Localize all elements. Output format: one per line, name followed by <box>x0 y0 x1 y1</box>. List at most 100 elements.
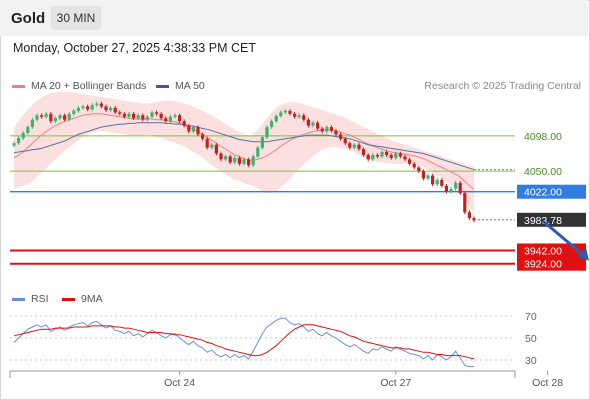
copyright-text: Research © 2025 Trading Central <box>424 80 581 92</box>
candle-body-93 <box>440 179 444 186</box>
candle-body-40 <box>196 127 200 135</box>
candle-body-37 <box>182 121 186 126</box>
candle-body-92 <box>435 179 439 185</box>
candle-body-26 <box>132 113 136 119</box>
datetime-label: Monday, October 27, 2025 4:38:33 PM CET <box>13 41 256 55</box>
candle-body-82 <box>389 154 393 158</box>
candle-body-14 <box>76 107 80 111</box>
candle-body-10 <box>58 115 62 119</box>
pivot-label-2: 4022.00 <box>524 187 562 199</box>
candle-body-90 <box>426 175 430 179</box>
legend-ma50-label: MA 50 <box>175 80 205 92</box>
candle-body-33 <box>164 118 168 122</box>
support-label-4: 3942.00 <box>524 245 562 257</box>
candle-body-66 <box>316 122 320 129</box>
candle-body-86 <box>408 159 412 164</box>
candle-body-98 <box>463 193 467 213</box>
candle-body-71 <box>339 134 343 139</box>
candle-body-88 <box>417 167 421 172</box>
candle-body-80 <box>380 152 384 157</box>
candle-body-15 <box>81 106 85 108</box>
candle-body-70 <box>334 130 338 135</box>
candle-body-17 <box>90 105 94 110</box>
x-tick-label-1: Oct 27 <box>380 377 411 389</box>
candle-body-44 <box>214 144 218 154</box>
candle-body-100 <box>472 218 476 221</box>
candle-body-74 <box>352 144 356 148</box>
candle-body-8 <box>49 113 53 122</box>
symbol-label: Gold <box>11 10 46 27</box>
timeframe-button[interactable]: 30 MIN <box>51 6 101 30</box>
legend-ma20-label: MA 20 + Bollinger Bands <box>31 80 147 92</box>
candle-body-27 <box>136 115 140 119</box>
forecast-arrow-shaft <box>542 219 584 256</box>
candle-body-6 <box>40 115 44 117</box>
candle-body-58 <box>279 112 283 117</box>
rsi-tick-label-70: 70 <box>525 311 537 323</box>
candle-body-24 <box>122 113 126 117</box>
candle-body-34 <box>168 116 172 122</box>
resistance-label-0: 4098.00 <box>524 131 562 143</box>
candle-body-54 <box>260 137 264 148</box>
candle-body-25 <box>127 113 131 117</box>
resistance-label-1: 4050.00 <box>524 166 562 178</box>
candle-body-16 <box>86 106 90 110</box>
candle-body-75 <box>357 144 361 150</box>
candle-body-19 <box>99 103 103 107</box>
candle-body-41 <box>201 134 205 139</box>
candle-body-43 <box>210 144 214 148</box>
candle-body-2 <box>21 132 25 139</box>
candle-body-21 <box>109 107 113 111</box>
legend-ma20: MA 20 + Bollinger Bands <box>12 80 146 92</box>
candle-body-46 <box>224 156 228 160</box>
candle-body-55 <box>265 127 269 138</box>
candle-body-85 <box>403 156 407 160</box>
candle-body-29 <box>145 116 149 120</box>
candle-body-64 <box>306 119 310 126</box>
ma50-swatch <box>156 84 169 88</box>
candle-body-99 <box>467 212 471 219</box>
candle-body-61 <box>293 113 297 117</box>
candle-body-47 <box>228 156 232 163</box>
candle-body-31 <box>155 112 159 114</box>
candle-body-4 <box>30 119 34 128</box>
candle-body-78 <box>371 154 375 160</box>
current-price-tag <box>517 212 586 227</box>
candle-body-94 <box>444 185 448 192</box>
candle-body-35 <box>173 115 177 117</box>
9ma-swatch <box>62 297 75 301</box>
candle-body-51 <box>247 159 251 166</box>
pivot-tag-2 <box>517 184 586 199</box>
current-price-label: 3983.78 <box>524 215 562 227</box>
candle-body-53 <box>256 147 260 157</box>
candle-body-48 <box>233 157 237 163</box>
rsi-line <box>13 317 474 368</box>
legend-9ma-label: 9MA <box>81 293 103 305</box>
legend-rsi-label: RSI <box>31 293 49 305</box>
candle-body-69 <box>329 127 333 131</box>
candle-body-65 <box>311 122 315 126</box>
candle-body-39 <box>191 127 195 132</box>
candle-body-96 <box>454 182 458 189</box>
support-tag-5 <box>517 256 586 271</box>
legend-ma50: MA 50 <box>156 80 205 92</box>
rsi-swatch <box>12 297 25 301</box>
candle-body-28 <box>141 115 145 120</box>
legend-9ma: 9MA <box>62 293 103 305</box>
rsi-tick-label-30: 30 <box>525 355 537 367</box>
support-label-5: 3924.00 <box>524 259 562 271</box>
candle-body-63 <box>302 115 306 120</box>
support-tag-4 <box>517 243 586 258</box>
candle-body-45 <box>219 153 223 160</box>
candle-body-56 <box>270 121 274 128</box>
rsi-9ma-line <box>13 324 475 360</box>
candle-body-9 <box>53 118 57 122</box>
candle-body-59 <box>283 110 287 113</box>
candle-body-87 <box>412 163 416 168</box>
candle-body-79 <box>375 154 379 157</box>
legend-rsi: RSI <box>12 293 49 305</box>
candle-body-42 <box>205 138 209 148</box>
candle-body-32 <box>159 113 163 119</box>
candle-body-18 <box>95 103 99 106</box>
